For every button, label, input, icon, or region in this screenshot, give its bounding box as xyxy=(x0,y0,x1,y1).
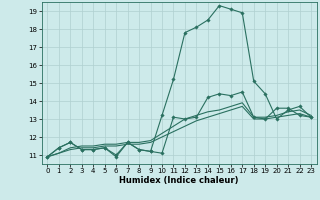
X-axis label: Humidex (Indice chaleur): Humidex (Indice chaleur) xyxy=(119,176,239,185)
